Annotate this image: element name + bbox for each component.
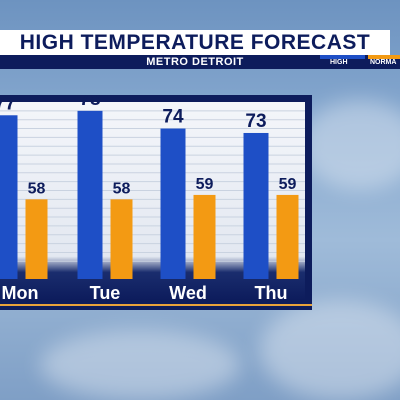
- category-label-tue: Tue: [90, 283, 121, 303]
- high-value-label-tue: 78: [79, 95, 100, 110]
- cloud-decoration: [260, 300, 400, 400]
- bar-chart: 77 58 Mon 78 58 Tue 74 59 Wed 73 59 Thu: [0, 95, 312, 306]
- normal-bar-tue: [110, 199, 133, 279]
- category-label-mon: Mon: [2, 283, 39, 303]
- normal-bar-wed: [193, 194, 216, 279]
- cloud-decoration: [300, 100, 400, 190]
- legend-high-label: HIGH: [330, 59, 348, 66]
- normal-value-label-wed: 59: [196, 176, 214, 193]
- category-label-wed: Wed: [169, 283, 207, 303]
- normal-bar-mon: [25, 199, 48, 279]
- high-bar-wed: [160, 128, 186, 279]
- normal-value-label-tue: 58: [113, 180, 131, 197]
- legend-high-swatch: [320, 55, 365, 59]
- high-bar-thu: [243, 132, 269, 279]
- normal-value-label-mon: 58: [28, 180, 46, 197]
- cloud-decoration: [40, 330, 240, 400]
- high-value-label-wed: 74: [162, 107, 184, 128]
- normal-value-label-thu: 59: [279, 176, 297, 193]
- high-value-label-mon: 77: [0, 95, 16, 114]
- high-value-label-thu: 73: [245, 111, 266, 132]
- subtitle-bar: METRO DETROIT HIGH NORMA: [0, 55, 400, 69]
- high-bar-tue: [77, 110, 103, 279]
- normal-bar-thu: [276, 194, 299, 279]
- chart-subtitle: METRO DETROIT: [146, 56, 244, 68]
- legend-normal-swatch: [368, 55, 400, 59]
- category-label-thu: Thu: [255, 283, 288, 303]
- high-bar-mon: [0, 115, 18, 280]
- chart-frame: 77 58 Mon 78 58 Tue 74 59 Wed 73 59 Thu: [0, 95, 312, 310]
- legend-normal-label: NORMA: [370, 59, 397, 66]
- chart-title: HIGH TEMPERATURE FORECAST: [0, 30, 390, 55]
